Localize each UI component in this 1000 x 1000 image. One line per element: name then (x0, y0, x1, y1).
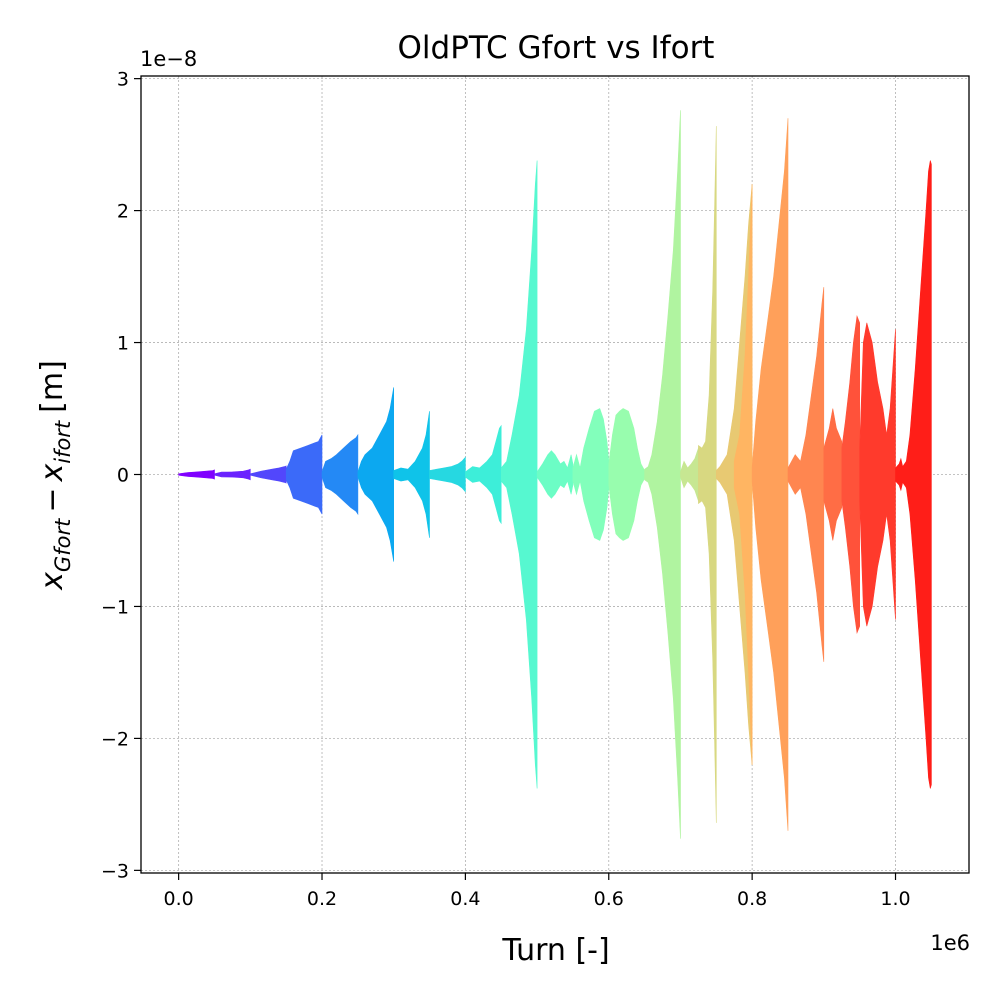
data-series-6 (357, 387, 394, 562)
y-tick-label: −3 (101, 860, 129, 882)
y-label-sub2: ifort (51, 420, 75, 464)
y-tick-label: 1 (117, 333, 129, 355)
x-offset-text: 1e6 (930, 931, 970, 955)
y-tick-label: 2 (117, 201, 129, 223)
x-tick-label: 0.8 (737, 888, 767, 910)
data-series-1 (178, 469, 215, 480)
data-series-20 (787, 287, 825, 662)
data-series-19 (751, 118, 789, 831)
data-series-14 (644, 110, 681, 839)
chart-title: OldPTC Gfort vs Ifort (398, 30, 715, 66)
data-series-9 (465, 424, 502, 525)
data-series-10 (500, 160, 538, 789)
data-series-18 (733, 184, 753, 765)
data-series-24 (895, 160, 932, 789)
x-axis-label: Turn [-] (501, 933, 609, 968)
data-areas (178, 110, 932, 839)
data-series-23 (859, 322, 896, 627)
data-series-5 (321, 433, 359, 516)
y-tick-label: −1 (101, 596, 129, 618)
y-label-unit: [m] (35, 360, 70, 413)
x-tick-label: 0.6 (594, 888, 624, 910)
data-series-12 (572, 408, 610, 541)
y-tick-label: −2 (101, 728, 129, 750)
data-series-8 (429, 456, 466, 493)
y-tick-label: 0 (117, 465, 129, 487)
data-series-3 (250, 465, 287, 484)
data-series-16 (698, 126, 717, 823)
y-tick-label: 3 (117, 69, 129, 91)
svg-text:xGfort−xifort[m]: xGfort−xifort[m] (35, 360, 75, 591)
data-series-7 (393, 411, 430, 538)
y-label-base2: x (35, 464, 70, 483)
x-tick-label: 0.0 (164, 888, 194, 910)
x-tick-label: 0.2 (307, 888, 337, 910)
data-series-4 (285, 434, 323, 515)
x-tick-label: 1.0 (880, 888, 910, 910)
y-label-sub1: Gfort (51, 518, 75, 572)
data-series-11 (536, 450, 574, 499)
data-series-22 (841, 315, 860, 634)
x-tick-label: 0.4 (450, 888, 480, 910)
y-axis-label: xGfort−xifort[m] (35, 360, 75, 591)
y-label-base: x (35, 572, 70, 591)
data-series-21 (823, 408, 843, 541)
ticks: 0.0 0.2 0.4 0.6 0.8 1.0 −3 −2 −1 0 1 2 3 (101, 69, 911, 910)
y-label-minus: − (35, 488, 70, 513)
y-offset-text: 1e−8 (140, 47, 197, 71)
data-series-2 (214, 468, 251, 481)
